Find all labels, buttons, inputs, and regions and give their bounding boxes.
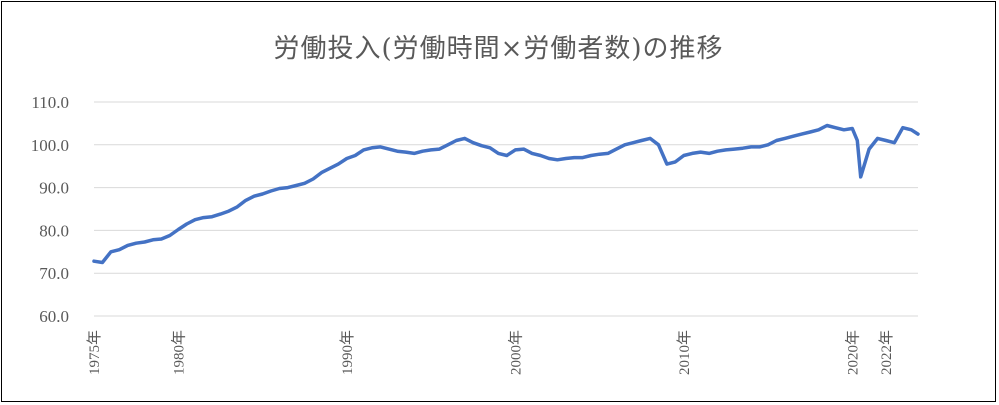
- x-tick-label: 2000年: [507, 330, 524, 375]
- y-tick-label: 110.0: [31, 93, 69, 112]
- x-tick-label: 1975年: [86, 330, 103, 375]
- y-tick-label: 100.0: [31, 136, 69, 155]
- y-tick-label: 70.0: [39, 264, 69, 283]
- y-tick-label: 80.0: [39, 221, 69, 240]
- x-tick-label: 1980年: [170, 330, 187, 375]
- y-axis-ticks: 60.0 70.0 80.0 90.0 100.0 110.0: [31, 93, 69, 326]
- series-line: [92, 123, 920, 265]
- series-layer: [92, 123, 920, 265]
- x-axis-ticks: 1975年 1980年 1990年 2000年 2010年 2020年 2022年: [86, 330, 895, 375]
- x-tick-label: 2022年: [878, 330, 895, 375]
- x-tick-label: 2020年: [844, 330, 861, 375]
- y-tick-label: 60.0: [39, 307, 69, 326]
- gridlines: [94, 101, 918, 317]
- chart-title: 労働投入(労働時間×労働者数)の推移: [273, 34, 724, 64]
- x-tick-label: 2010年: [676, 330, 693, 375]
- y-tick-label: 90.0: [39, 179, 69, 198]
- x-tick-label: 1990年: [339, 330, 356, 375]
